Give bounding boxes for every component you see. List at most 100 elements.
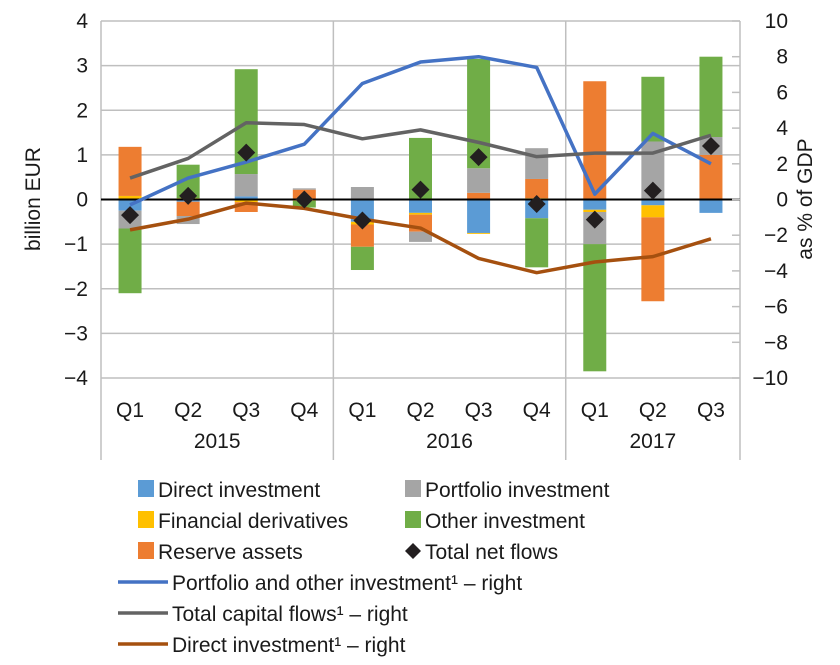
bar-segment xyxy=(234,196,258,200)
category-label: Q1 xyxy=(348,399,376,422)
total-net-flows-marker xyxy=(411,180,430,199)
x-axis-ticks: 2015 2016 2017 Q1 Q2 Q3 Q4 Q1 Q2 Q3 Q4 Q1 Q2 Q3 xyxy=(116,399,725,453)
right-tick-label: −8 xyxy=(764,331,788,354)
bar-segment xyxy=(525,178,549,199)
total-net-flows-marker xyxy=(643,181,662,200)
bar-segment xyxy=(409,199,432,213)
legend: Direct investment Portfolio investment Fin… xyxy=(118,479,610,657)
bar-segment xyxy=(525,148,549,179)
bar-segment xyxy=(583,244,607,372)
category-label: Q1 xyxy=(116,399,144,422)
bar-segment xyxy=(292,188,316,190)
legend-label: Portfolio and other investment¹ – right xyxy=(172,572,522,595)
bar-segment xyxy=(350,187,374,200)
bar-segment xyxy=(699,56,723,138)
bar-segment xyxy=(467,199,491,233)
total-net-flows-marker xyxy=(469,148,488,167)
year-label: 2017 xyxy=(630,430,677,453)
bar-segment xyxy=(467,232,491,234)
legend-swatch xyxy=(405,511,421,528)
total-net-flows-marker xyxy=(701,136,720,155)
bar-segment xyxy=(234,202,258,212)
bar-segment xyxy=(409,231,432,242)
left-tick-label: 3 xyxy=(76,55,88,78)
category-label: Q3 xyxy=(697,399,725,422)
bar-segment xyxy=(350,199,374,222)
right-axis-ticks: 10 8 6 4 2 0 −2 −4 −6 −8 −10 xyxy=(732,10,788,390)
line-total-capital-flows xyxy=(129,120,712,180)
right-axis-label: as % of GDP xyxy=(794,138,817,259)
legend-label: Portfolio investment xyxy=(425,479,610,502)
right-tick-label: 4 xyxy=(776,117,788,140)
legend-swatch xyxy=(138,480,154,497)
bar-segment xyxy=(641,141,665,200)
left-axis-label: billion EUR xyxy=(22,147,45,251)
legend-label: Financial derivatives xyxy=(158,510,348,533)
legend-label: Other investment xyxy=(425,510,585,533)
category-label: Q3 xyxy=(232,399,260,422)
category-label: Q2 xyxy=(406,399,434,422)
category-label: Q4 xyxy=(290,399,318,422)
total-net-flows-marker xyxy=(121,206,140,225)
bar-segment xyxy=(641,217,665,302)
left-tick-label: −3 xyxy=(64,322,88,345)
bar-segment xyxy=(409,212,432,215)
bar-segment xyxy=(583,81,607,200)
bar-segment xyxy=(699,199,723,213)
legend-label: Total net flows xyxy=(425,541,558,564)
total-net-flows-marker xyxy=(179,186,198,205)
legend-label: Direct investment xyxy=(158,479,320,502)
bar-segment xyxy=(525,218,549,268)
year-label: 2015 xyxy=(194,430,241,453)
category-label: Q2 xyxy=(174,399,202,422)
category-label: Q3 xyxy=(465,399,493,422)
bar-segment xyxy=(176,201,200,217)
bar-segment xyxy=(350,246,374,271)
right-tick-label: −2 xyxy=(764,224,788,247)
bar-segment xyxy=(467,192,491,200)
left-tick-label: 0 xyxy=(76,189,88,212)
bar-segment xyxy=(118,228,142,294)
right-tick-label: 2 xyxy=(776,153,788,176)
right-tick-label: 10 xyxy=(765,10,788,33)
bar-segment xyxy=(467,168,491,193)
bar-segment xyxy=(176,164,200,199)
line-series xyxy=(129,54,712,275)
bar-segment xyxy=(118,199,142,211)
bar-segment xyxy=(699,154,723,200)
line-direct-investment xyxy=(129,201,712,275)
left-tick-label: −2 xyxy=(64,278,88,301)
right-tick-label: 6 xyxy=(776,81,788,104)
bar-segment xyxy=(350,224,374,247)
year-label: 2016 xyxy=(426,430,473,453)
bar-segment xyxy=(234,174,258,197)
left-tick-label: 4 xyxy=(76,10,88,33)
right-tick-label: −4 xyxy=(764,260,788,283)
bar-segment xyxy=(118,146,142,196)
total-net-flows-marker xyxy=(527,194,546,213)
bar-segment xyxy=(641,199,665,206)
marker-series xyxy=(121,136,720,230)
right-tick-label: −10 xyxy=(752,367,788,390)
left-tick-label: −1 xyxy=(64,233,88,256)
bar-segment xyxy=(234,199,258,203)
legend-label: Total capital flows¹ – right xyxy=(172,603,408,626)
legend-swatch xyxy=(138,511,154,528)
left-axis-ticks: 4 3 2 1 0 −1 −2 −3 −4 xyxy=(64,10,88,390)
legend-swatch xyxy=(405,480,421,497)
legend-label: Reserve assets xyxy=(158,541,303,564)
line-portfolio-and-other-investment xyxy=(129,54,712,207)
bar-segment xyxy=(641,205,665,218)
category-label: Q2 xyxy=(639,399,667,422)
left-tick-label: −4 xyxy=(64,367,88,390)
right-tick-label: −6 xyxy=(764,296,788,319)
bar-segment xyxy=(583,199,607,210)
bar-segment xyxy=(409,137,432,200)
bar-segment xyxy=(641,76,665,142)
bar-segment xyxy=(118,195,142,200)
total-net-flows-marker xyxy=(353,211,372,230)
left-tick-label: 2 xyxy=(76,99,88,122)
right-tick-label: 0 xyxy=(776,189,788,212)
legend-label: Direct investment¹ – right xyxy=(172,634,406,657)
